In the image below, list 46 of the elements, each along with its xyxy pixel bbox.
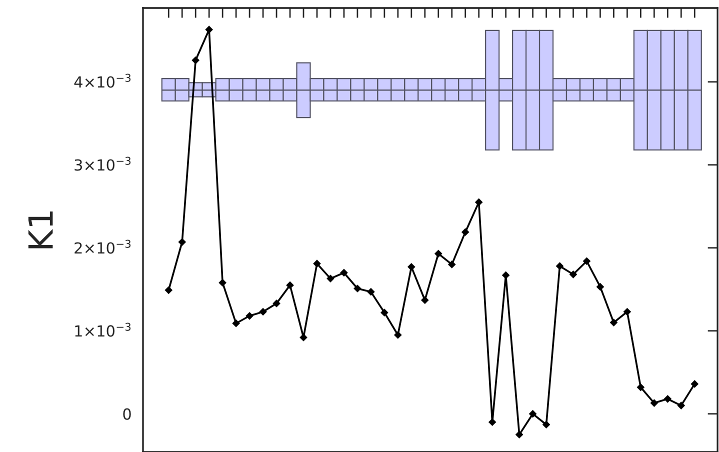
- point: [637, 384, 644, 391]
- point: [340, 269, 348, 276]
- point: [664, 395, 672, 403]
- point: [624, 308, 631, 316]
- y-tick-label: 0: [123, 408, 131, 420]
- y-tick-label: 4×10$^{−3}$: [74, 74, 131, 88]
- point: [529, 410, 536, 418]
- point: [421, 296, 429, 304]
- point: [367, 288, 375, 296]
- point: [259, 308, 267, 316]
- point: [556, 262, 564, 270]
- point: [570, 270, 577, 278]
- point: [542, 420, 550, 428]
- point: [394, 331, 402, 339]
- point: [434, 250, 442, 258]
- point: [596, 283, 604, 290]
- point: [610, 318, 618, 326]
- point: [164, 286, 172, 294]
- point: [286, 282, 294, 289]
- point: [178, 238, 186, 246]
- y-tick-label: 3×10$^{−3}$: [74, 156, 131, 171]
- point: [272, 300, 280, 308]
- y-tick-label: 2×10$^{−3}$: [74, 240, 131, 254]
- point: [354, 284, 362, 292]
- point: [462, 228, 469, 236]
- point: [300, 334, 308, 342]
- point: [408, 263, 416, 271]
- point: [218, 279, 226, 286]
- point: [326, 274, 334, 282]
- point: [488, 418, 496, 426]
- point: [678, 402, 685, 410]
- point: [690, 380, 698, 388]
- point: [192, 56, 200, 64]
- point: [583, 257, 590, 265]
- point: [448, 260, 456, 268]
- point: [232, 320, 240, 328]
- point: [650, 399, 658, 407]
- point: [313, 260, 321, 268]
- point: [246, 312, 254, 320]
- y-axis-title: K1: [28, 212, 53, 248]
- point: [475, 198, 482, 206]
- point: [380, 308, 388, 316]
- y-tick-label: 1×10$^{−3}$: [75, 322, 131, 337]
- point: [205, 26, 213, 34]
- point: [502, 272, 510, 279]
- point: [516, 430, 523, 438]
